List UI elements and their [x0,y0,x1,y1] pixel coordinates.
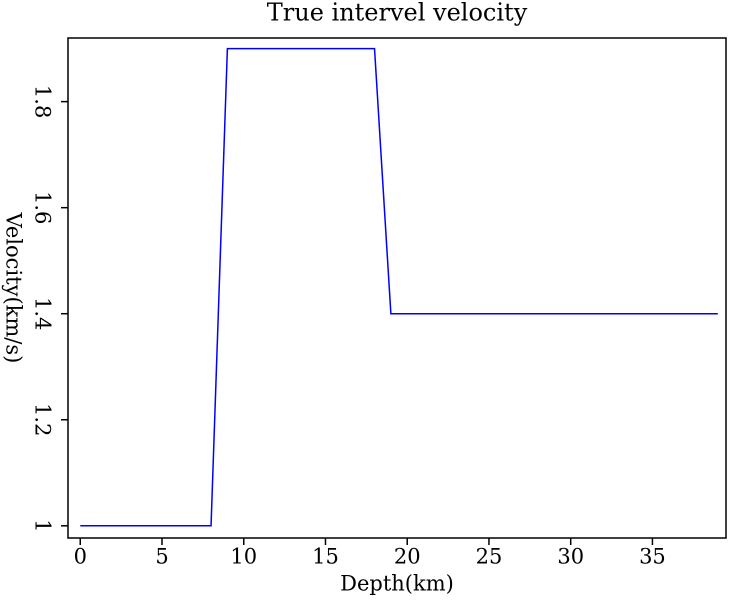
y-tick-label: 1.8 [31,85,55,118]
x-tick-label: 20 [394,545,421,569]
x-tick-label: 10 [230,545,257,569]
x-axis-label: Depth(km) [340,572,454,596]
y-tick-label: 1.4 [31,297,55,330]
plot-frame [67,37,727,539]
x-tick-label: 5 [155,545,168,569]
y-tick-label: 1 [31,519,55,532]
x-tick-label: 25 [476,545,503,569]
chart-title: True intervel velocity [267,0,528,27]
y-tick-label: 1.2 [31,403,55,436]
x-tick-label: 0 [74,545,87,569]
data-line [80,47,718,527]
x-tick-label: 30 [557,545,584,569]
x-tick-label: 35 [639,545,666,569]
y-tick-label: 1.6 [31,191,55,224]
x-tick-label: 15 [312,545,339,569]
y-axis-label: Velocity(km/s) [2,212,26,364]
